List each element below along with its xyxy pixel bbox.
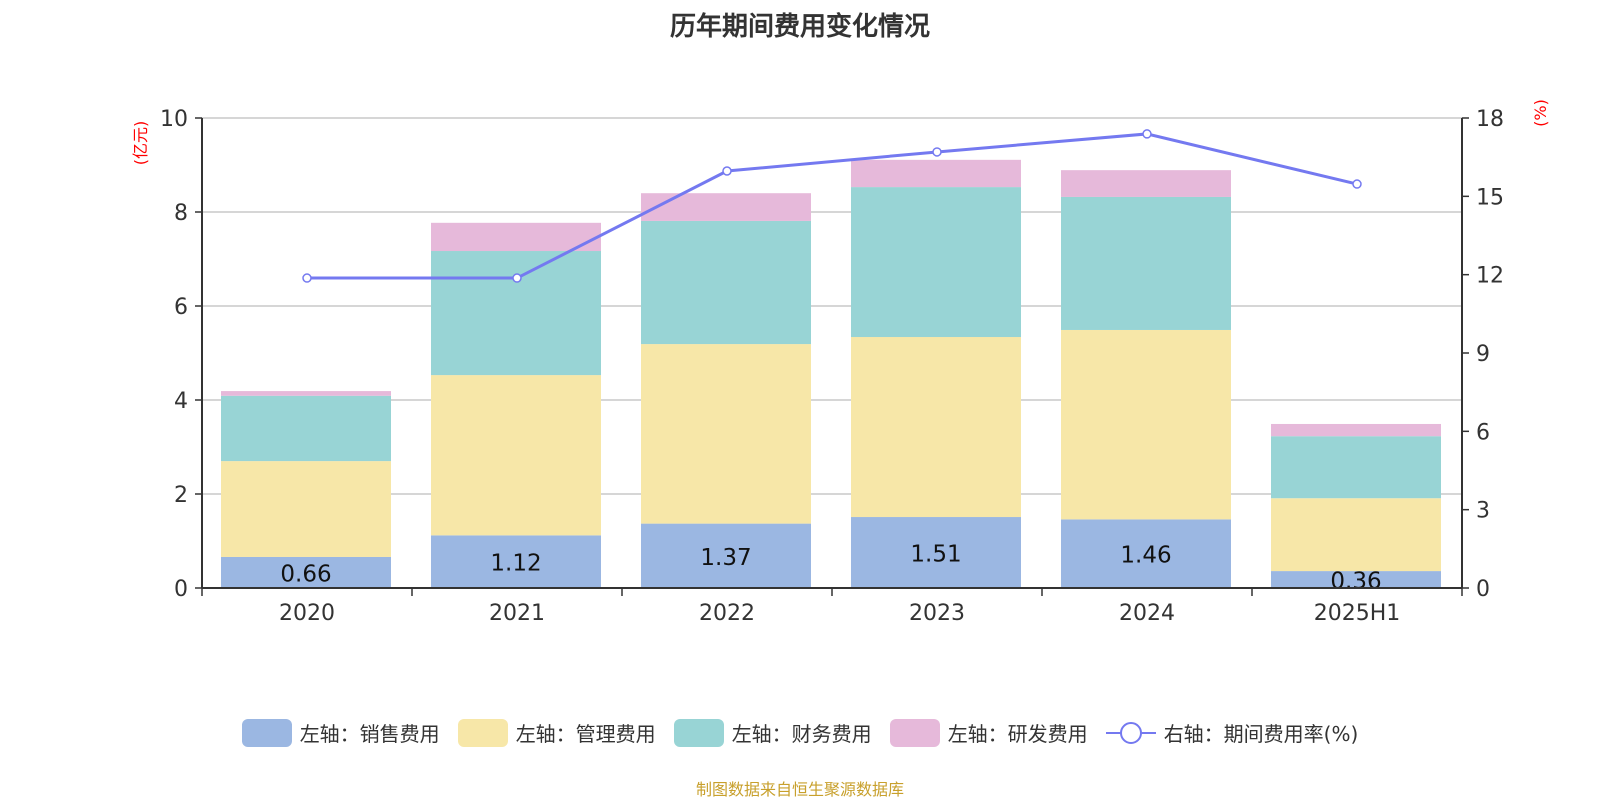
right-tick-label: 0 [1476, 577, 1490, 602]
legend-item[interactable]: 左轴：管理费用 [457, 718, 656, 747]
legend-label: 左轴：管理费用 [515, 722, 656, 746]
legend-swatch [241, 718, 292, 747]
left-tick-label: 8 [174, 201, 188, 226]
line-point [302, 273, 312, 283]
bar-data-label: 1.12 [490, 551, 541, 577]
x-tick-label: 2020 [279, 601, 335, 626]
bar-segment [431, 375, 601, 536]
legend-item[interactable]: 左轴：研发费用 [889, 718, 1088, 747]
right-tick-label: 3 [1476, 499, 1490, 524]
bar-segment [641, 220, 811, 345]
left-tick-label: 4 [174, 389, 188, 414]
legend-swatch [457, 718, 508, 747]
left-tick-label: 6 [174, 295, 188, 320]
left-tick-label: 10 [160, 107, 188, 132]
bar-segment [641, 344, 811, 524]
right-tick-label: 9 [1476, 342, 1490, 367]
legend: 左轴：销售费用 左轴：管理费用 左轴：财务费用 左轴：研发费用 右轴：期间费用率(%) [0, 718, 1600, 747]
legend-label: 左轴：财务费用 [731, 722, 872, 746]
line-point [932, 147, 942, 157]
bar-segment [1271, 498, 1441, 572]
legend-swatch [673, 718, 724, 747]
bar-segment [851, 159, 1021, 188]
legend-label: 右轴：期间费用率(%) [1163, 722, 1359, 746]
line-series [307, 132, 1358, 280]
legend-label: 左轴：销售费用 [299, 722, 440, 746]
bar-segment [641, 193, 811, 221]
legend-label: 左轴：研发费用 [947, 722, 1088, 746]
right-tick-label: 18 [1476, 107, 1504, 132]
bar-segment [1271, 423, 1441, 437]
bar-segment [1061, 329, 1231, 520]
legend-swatch [889, 718, 940, 747]
bar-segment [221, 556, 391, 588]
bar-segment [431, 251, 601, 376]
bar-segment [431, 222, 601, 252]
bar-data-label: 1.51 [910, 542, 961, 568]
right-tick-label: 15 [1476, 185, 1504, 210]
line-point [1352, 179, 1362, 189]
bar-segment [221, 461, 391, 557]
right-tick-label: 6 [1476, 420, 1490, 445]
chart-title: 历年期间费用变化情况 [669, 12, 930, 42]
left-tick-label: 0 [174, 577, 188, 602]
bar-segment [221, 391, 391, 396]
bar-segment [851, 337, 1021, 518]
legend-item[interactable]: 左轴：销售费用 [241, 718, 440, 747]
bar-data-label: 0.36 [1330, 569, 1381, 595]
bar-segment [431, 535, 601, 588]
x-tick-label: 2025H1 [1314, 601, 1401, 626]
x-tick-label: 2024 [1119, 601, 1175, 626]
x-tick-label: 2021 [489, 601, 545, 626]
bar-segment [851, 517, 1021, 588]
legend-item[interactable]: 左轴：财务费用 [673, 718, 872, 747]
right-axis-label: (%) [1531, 99, 1550, 127]
bar-segment [1271, 571, 1441, 588]
bar-segment [1061, 170, 1231, 197]
bar-segment [641, 523, 811, 588]
bar-segment [1271, 436, 1441, 499]
bar-segment [1061, 519, 1231, 588]
bar-data-label: 0.66 [280, 561, 331, 587]
bar-segment [851, 187, 1021, 338]
bar-segment [1061, 196, 1231, 330]
line-point [512, 273, 522, 283]
bar-segment [221, 395, 391, 462]
right-tick-label: 12 [1476, 264, 1504, 289]
legend-item[interactable]: 右轴：期间费用率(%) [1105, 718, 1359, 747]
bar-data-label: 1.46 [1120, 543, 1171, 569]
left-tick-label: 2 [174, 483, 188, 508]
bar-data-label: 1.37 [700, 545, 751, 571]
line-point [722, 166, 732, 176]
source-note: 制图数据来自恒生聚源数据库 [695, 780, 904, 799]
x-tick-label: 2023 [909, 601, 965, 626]
x-tick-label: 2022 [699, 601, 755, 626]
left-axis-label: (亿元) [131, 121, 150, 166]
line-point [1142, 129, 1152, 139]
legend-line-marker-icon [1105, 721, 1156, 744]
